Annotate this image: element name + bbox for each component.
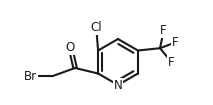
Text: N: N [114,79,122,91]
Text: F: F [168,56,175,68]
Text: F: F [171,36,178,49]
Text: F: F [160,24,167,37]
Text: Br: Br [24,70,37,83]
Text: O: O [66,41,75,54]
Text: Cl: Cl [91,21,102,34]
